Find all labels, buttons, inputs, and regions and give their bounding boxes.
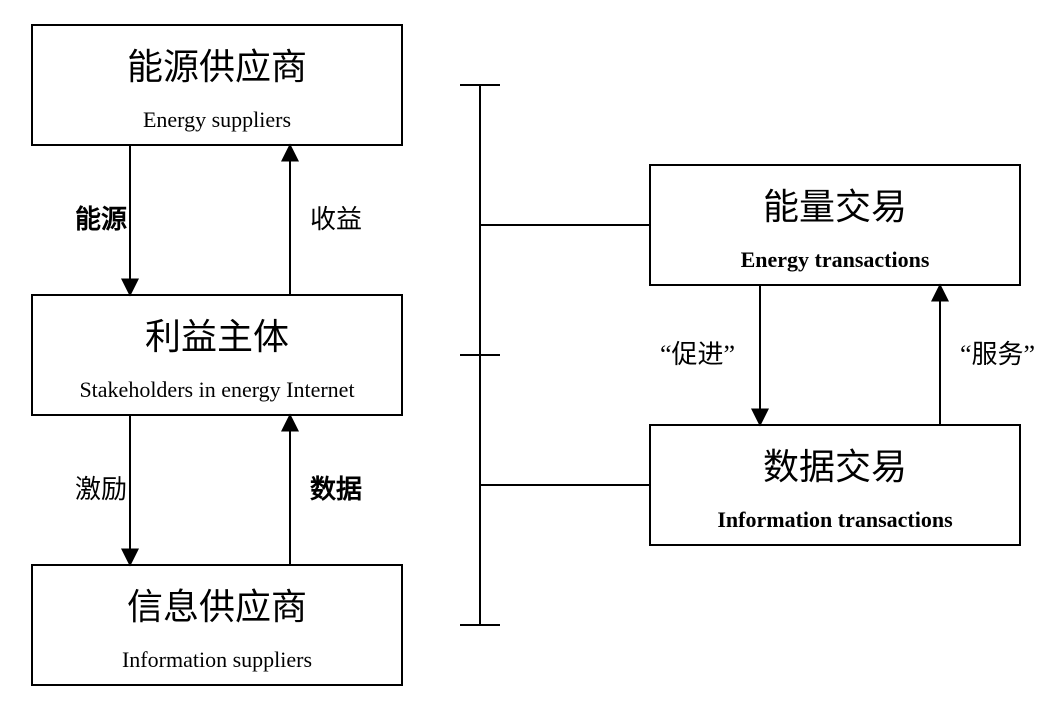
bracket-top	[460, 85, 650, 355]
arrow-promote: “促进”	[660, 285, 760, 425]
diagram-canvas: 能源供应商 Energy suppliers 利益主体 Stakeholders…	[0, 0, 1057, 727]
node-label-cn: 能源供应商	[127, 47, 307, 87]
node-label-en: Energy suppliers	[143, 107, 291, 132]
node-info-transactions: 数据交易 Information transactions	[650, 425, 1020, 545]
arrow-incentive: 激励	[75, 415, 130, 565]
arrow-label: 收益	[310, 205, 362, 234]
node-label-cn: 数据交易	[763, 447, 907, 487]
arrow-label: 激励	[75, 475, 127, 504]
node-info-suppliers: 信息供应商 Information suppliers	[32, 565, 402, 685]
arrow-data: 数据	[290, 415, 362, 565]
node-label-cn: 能量交易	[763, 187, 907, 227]
node-energy-suppliers: 能源供应商 Energy suppliers	[32, 25, 402, 145]
node-energy-transactions: 能量交易 Energy transactions	[650, 165, 1020, 285]
arrow-label: “促进”	[660, 340, 735, 369]
node-label-cn: 利益主体	[145, 317, 289, 357]
node-stakeholders: 利益主体 Stakeholders in energy Internet	[32, 295, 402, 415]
arrow-serve: “服务”	[940, 285, 1035, 425]
node-label-en: Information transactions	[717, 507, 953, 532]
bracket-bottom	[460, 355, 650, 625]
node-label-en: Energy transactions	[741, 247, 930, 272]
arrow-revenue: 收益	[290, 145, 362, 295]
node-label-en: Information suppliers	[122, 647, 312, 672]
arrow-label: 能源	[75, 204, 127, 234]
node-label-en: Stakeholders in energy Internet	[79, 377, 354, 402]
arrow-label: 数据	[310, 475, 362, 504]
arrow-label: “服务”	[960, 340, 1035, 369]
node-label-cn: 信息供应商	[127, 587, 307, 627]
arrow-energy: 能源	[75, 145, 130, 295]
